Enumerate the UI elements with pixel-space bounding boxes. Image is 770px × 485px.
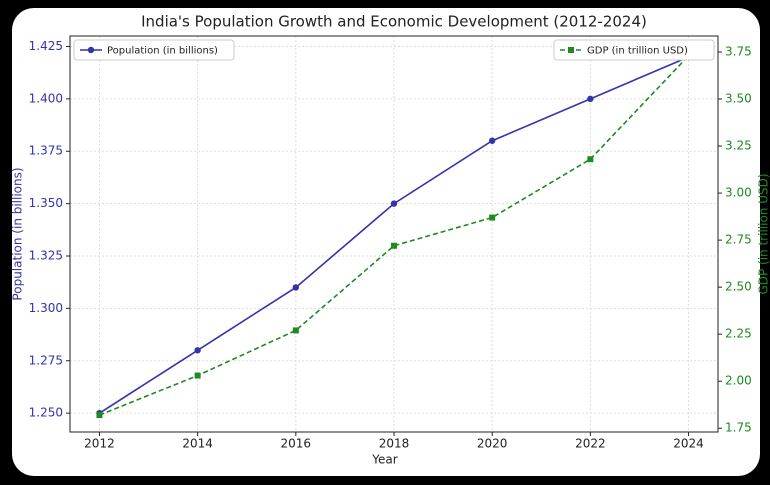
y-tick-label: 1.325 [29,249,63,263]
x-tick-label: 2024 [673,437,704,451]
legend-box [73,39,235,61]
point [587,95,594,103]
y2-tick-label: 3.50 [725,92,752,106]
y-tick-label: 1.250 [29,406,63,420]
x-tick-label: 2020 [477,437,508,451]
y-tick-label: 1.400 [29,91,63,105]
point [96,412,103,419]
x-tick-label: 2012 [84,437,115,451]
y2-tick-label: 2.00 [725,374,752,388]
x-tick-label: 2014 [182,437,213,451]
point [391,242,397,249]
x-axis-label: Year [371,453,397,467]
y2-tick-label: 3.25 [725,139,752,153]
point [194,347,201,354]
y-tick-label: 1.375 [29,144,63,158]
y2-tick-label: 2.75 [725,233,752,247]
x-tick-label: 2022 [575,437,606,451]
y-axis-label: Population (in billions) [11,167,25,300]
y2-tick-label: 1.75 [725,421,752,435]
x-tick-label: 2016 [281,437,312,451]
legend-marker [87,46,95,54]
y-tick-label: 1.275 [29,353,63,367]
y-tick-label: 1.300 [29,301,63,315]
y2-tick-label: 2.25 [725,327,752,341]
y2-tick-label: 2.50 [725,280,752,294]
card [12,8,760,476]
y2-tick-label: 3.00 [725,186,752,200]
y-tick-label: 1.425 [29,39,63,53]
point [194,372,201,379]
point [488,137,496,144]
y2-tick-label: 3.75 [725,44,752,58]
x-tick-label: 2018 [379,437,410,451]
point [390,200,398,207]
legend-marker [568,47,574,53]
legend-label: GDP (in trillion USD) [587,46,688,57]
y2-axis-label: GDP (in trillion USD) [757,173,770,294]
plot-frame [69,35,719,433]
chart-title: India's Population Growth and Economic D… [141,13,647,31]
legend-box [553,39,715,61]
y-tick-label: 1.350 [29,196,63,210]
point [587,156,594,163]
legend-label: Population (in billions) [107,46,218,57]
point [292,327,299,334]
point [292,284,300,291]
point [489,214,496,221]
